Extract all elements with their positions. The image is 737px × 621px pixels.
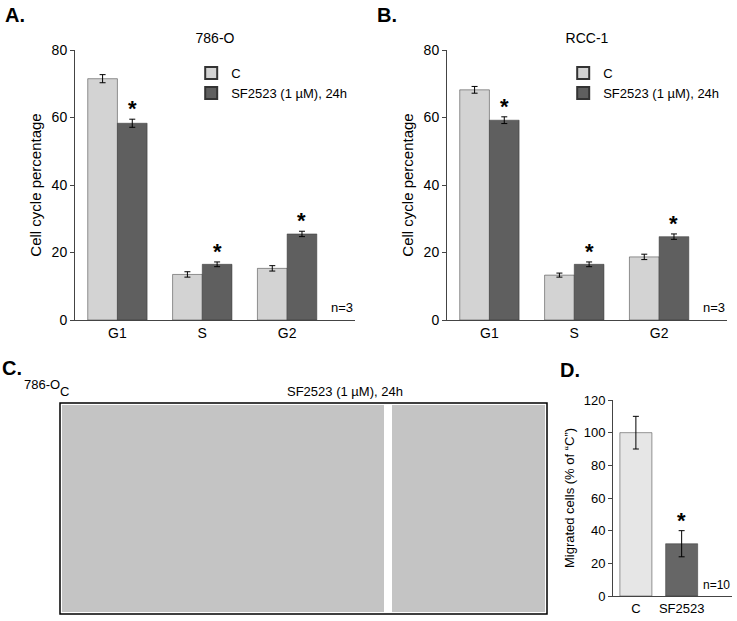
svg-text:20: 20 [591, 556, 605, 571]
svg-text:SF2523: SF2523 [659, 601, 705, 616]
svg-text:n=3: n=3 [703, 300, 725, 315]
svg-text:120: 120 [584, 393, 606, 408]
svg-text:*: * [128, 96, 137, 121]
svg-text:40: 40 [52, 177, 68, 193]
svg-text:C: C [60, 384, 69, 399]
svg-text:Migrated cells (% of “C”): Migrated cells (% of “C”) [562, 428, 577, 568]
svg-text:60: 60 [424, 109, 440, 125]
svg-text:SF2523 (1 µM), 24h: SF2523 (1 µM), 24h [231, 86, 347, 101]
svg-text:G2: G2 [650, 325, 669, 341]
svg-text:G2: G2 [278, 325, 297, 341]
svg-text:20: 20 [52, 244, 68, 260]
svg-text:RCC-1: RCC-1 [566, 30, 609, 46]
svg-text:G1: G1 [108, 325, 127, 341]
svg-text:S: S [198, 325, 207, 341]
svg-text:*: * [297, 208, 306, 233]
svg-text:A.: A. [5, 4, 25, 26]
svg-text:SF2523 (1 µM), 24h: SF2523 (1 µM), 24h [603, 86, 719, 101]
svg-text:*: * [677, 508, 686, 533]
svg-text:*: * [669, 211, 678, 236]
svg-text:n=3: n=3 [331, 300, 353, 315]
svg-text:D.: D. [560, 359, 580, 381]
svg-text:0: 0 [59, 312, 67, 328]
svg-text:80: 80 [591, 458, 605, 473]
svg-text:Cell cycle percentage: Cell cycle percentage [27, 113, 44, 256]
svg-text:60: 60 [591, 491, 605, 506]
svg-text:C: C [231, 66, 240, 81]
svg-text:100: 100 [584, 425, 606, 440]
svg-text:G1: G1 [480, 325, 499, 341]
svg-text:C.: C. [2, 357, 22, 379]
svg-text:786-O: 786-O [196, 30, 235, 46]
svg-text:*: * [213, 239, 222, 264]
svg-text:40: 40 [424, 177, 440, 193]
svg-text:0: 0 [598, 589, 605, 604]
svg-text:*: * [500, 94, 509, 119]
svg-text:Cell cycle percentage: Cell cycle percentage [399, 113, 416, 256]
svg-text:C: C [631, 601, 640, 616]
svg-text:B.: B. [377, 4, 397, 26]
svg-text:*: * [585, 239, 594, 264]
svg-text:60: 60 [52, 109, 68, 125]
svg-text:n=10: n=10 [703, 578, 730, 592]
svg-text:40: 40 [591, 523, 605, 538]
svg-text:C: C [603, 66, 612, 81]
svg-text:0: 0 [431, 312, 439, 328]
svg-text:S: S [570, 325, 579, 341]
svg-text:80: 80 [52, 42, 68, 58]
svg-text:786-O: 786-O [24, 377, 60, 392]
svg-text:80: 80 [424, 42, 440, 58]
svg-text:20: 20 [424, 244, 440, 260]
svg-text:SF2523 (1 µM), 24h: SF2523 (1 µM), 24h [287, 384, 403, 399]
